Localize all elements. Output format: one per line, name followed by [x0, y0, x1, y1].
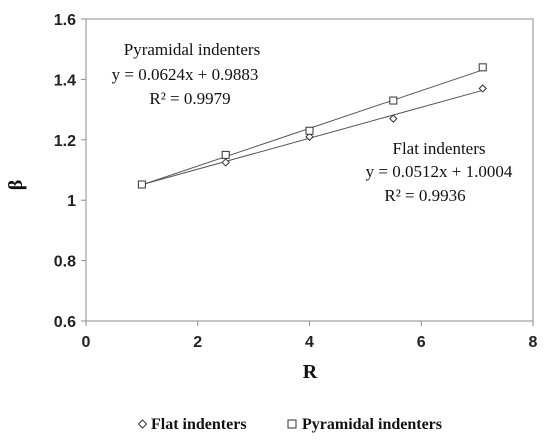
- x-tick-label: 6: [417, 334, 426, 351]
- annotation-pyramidal-equation: y = 0.0624x + 0.9883: [112, 65, 259, 84]
- annotation-pyramidal-r2: R² = 0.9979: [149, 89, 230, 108]
- annotation-pyramidal-name: Pyramidal indenters: [124, 40, 260, 59]
- legend-item-pyramidal: Pyramidal indenters: [287, 416, 442, 433]
- y-tick-label: 0.6: [54, 314, 76, 331]
- y-tick-label: 1: [67, 193, 76, 210]
- point-pyramidal: [137, 180, 146, 189]
- axis-ticks: 0 2 4 6 8 0.6 0.8 1 1.2 1.4 1.6: [54, 12, 538, 351]
- legend-square-icon: [287, 419, 297, 429]
- x-tick-label: 4: [305, 334, 314, 351]
- legend-item-flat: Flat indenters: [137, 416, 247, 433]
- annotation-flat-r2: R² = 0.9936: [384, 186, 465, 205]
- annotation-flat-equation: y = 0.0512x + 1.0004: [366, 162, 513, 181]
- legend-label-pyramidal: Pyramidal indenters: [302, 416, 442, 433]
- y-tick-label: 1.6: [54, 12, 76, 29]
- legend: Flat indenters Pyramidal indenters: [137, 416, 442, 433]
- annotation-flat-name: Flat indenters: [392, 139, 485, 158]
- point-pyramidal: [305, 126, 314, 135]
- point-flat: [389, 114, 398, 123]
- x-tick-label: 2: [193, 334, 202, 351]
- y-axis-title: β: [5, 180, 27, 191]
- x-tick-label: 8: [529, 334, 538, 351]
- legend-diamond-icon: [137, 419, 148, 429]
- point-pyramidal: [389, 96, 398, 105]
- y-tick-label: 1.2: [54, 133, 76, 150]
- x-axis-title: R: [303, 361, 318, 383]
- y-tick-label: 0.8: [54, 254, 76, 271]
- point-flat: [221, 158, 230, 167]
- x-tick-label: 0: [82, 334, 91, 351]
- point-flat: [305, 132, 314, 141]
- point-pyramidal: [478, 63, 487, 72]
- y-tick-label: 1.4: [54, 72, 76, 89]
- data-points: [137, 63, 487, 189]
- legend-label-flat: Flat indenters: [151, 416, 247, 433]
- point-flat: [478, 84, 487, 93]
- point-pyramidal: [221, 150, 230, 159]
